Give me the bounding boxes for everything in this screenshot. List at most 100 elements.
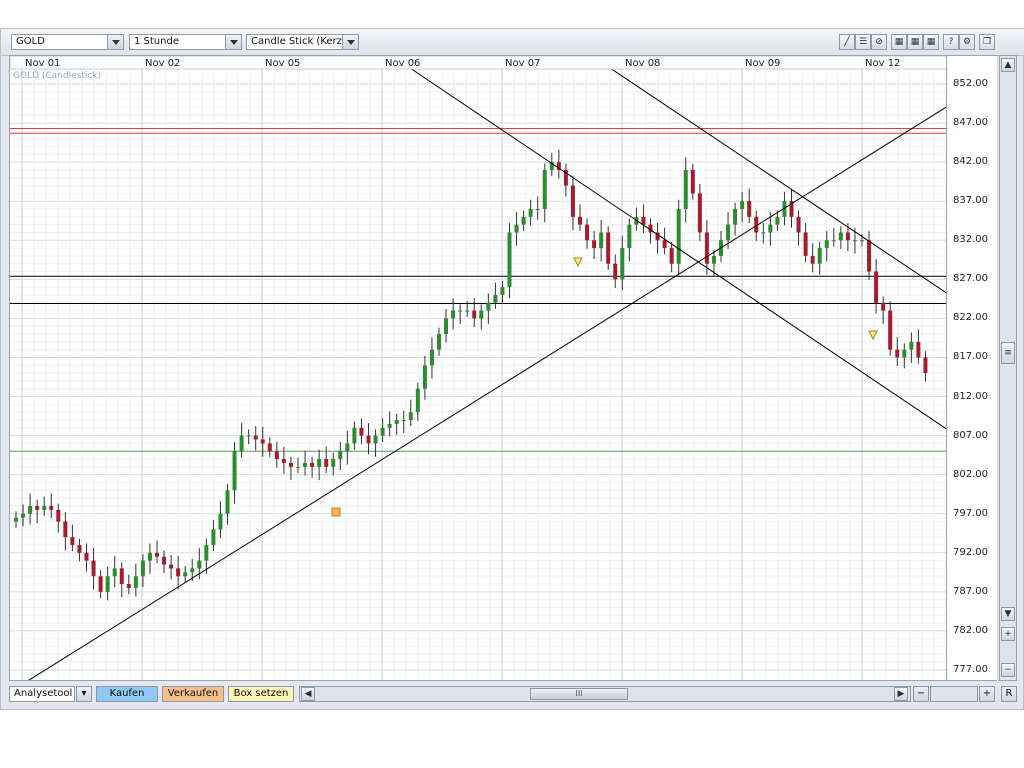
chart-plot-area[interactable]: GOLD (Candlestick) Nov 01 Nov 02 Nov 05 Nov… (9, 55, 947, 681)
candle-body (415, 388, 420, 413)
chevron-down-icon[interactable] (107, 35, 123, 49)
chart-legend: GOLD (Candlestick) (13, 71, 101, 81)
candle-body (676, 209, 681, 264)
symbol-select[interactable]: GOLD (11, 34, 124, 50)
candle-body (606, 232, 611, 264)
candle-body (592, 240, 597, 249)
chevron-down-icon[interactable]: ▾ (76, 686, 92, 702)
box-set-button[interactable]: Box setzen (228, 686, 294, 702)
candle-body (324, 459, 329, 467)
help-icon[interactable]: ? (943, 34, 959, 50)
candle-body (162, 556, 167, 565)
candle-body (486, 302, 491, 311)
candle-body (775, 216, 780, 225)
candle-body (338, 451, 343, 460)
chevron-down-icon[interactable] (225, 35, 241, 49)
buy-button[interactable]: Kaufen (96, 686, 158, 702)
y-tick-label: 822.00 (953, 312, 988, 324)
candle-body (274, 451, 279, 460)
candle-body (627, 224, 632, 249)
candle-body (211, 529, 216, 545)
zoom-out-icon[interactable]: − (1001, 663, 1015, 677)
candle-body (352, 427, 357, 444)
candlestick-chart[interactable]: GOLD (Candlestick) Nov 01 Nov 02 Nov 05 Nov… (10, 56, 947, 681)
candle-body (260, 439, 265, 444)
candle-body (204, 544, 209, 561)
candle-body (84, 552, 89, 561)
scroll-thumb[interactable]: ≡ (1001, 342, 1015, 364)
grid-table-2-icon[interactable]: ▦ (907, 34, 923, 50)
candle-body (429, 349, 434, 366)
candle-body (331, 459, 336, 467)
candle-body (77, 544, 82, 553)
candle-body (380, 427, 385, 436)
candle-body (507, 232, 512, 288)
menu-lines-icon[interactable]: ☰ (855, 34, 871, 50)
candle-body (387, 423, 392, 428)
candle-body (112, 568, 117, 577)
candle-body (155, 552, 159, 557)
chart-type-select[interactable]: Candle Stick (Kerze (246, 34, 359, 50)
scroll-right-icon[interactable]: ▶ (894, 687, 908, 701)
scroll-down-icon[interactable]: ▼ (1001, 607, 1015, 621)
zoom-out-button[interactable]: − (913, 686, 929, 702)
candle-body (105, 576, 110, 592)
candle-body (119, 568, 124, 585)
trend-line-support[interactable] (26, 106, 947, 681)
candle-body (408, 412, 413, 420)
pen-crossed-icon[interactable]: ⊘ (871, 34, 887, 50)
grid-table-icon[interactable]: ▦ (891, 34, 907, 50)
candle-body (909, 341, 914, 350)
chevron-down-icon[interactable] (342, 35, 358, 49)
trend-line-upper-1[interactable] (409, 67, 947, 430)
settings-icon[interactable]: ⚙ (959, 34, 975, 50)
candle-body (253, 435, 258, 440)
candle-body (648, 224, 653, 233)
candle-body (303, 462, 308, 467)
candle-body (126, 584, 131, 588)
zoom-slider[interactable] (930, 686, 978, 702)
candle-body (570, 185, 575, 217)
candle-body (70, 537, 75, 545)
sell-button[interactable]: Verkaufen (162, 686, 224, 702)
trend-line-upper-2[interactable] (609, 67, 947, 294)
box-marker[interactable] (331, 507, 341, 517)
candle-body (472, 310, 477, 319)
restore-window-icon[interactable]: ❐ (979, 34, 995, 50)
interval-select[interactable]: 1 Stunde (129, 34, 242, 50)
candle-body (895, 349, 900, 358)
candle-body (281, 459, 286, 463)
vertical-zoom-scrollbar[interactable]: ▲ ≡ ▼ + − (999, 55, 1017, 681)
candle-body (366, 435, 371, 444)
candle-body (733, 209, 738, 225)
candle-body (916, 341, 921, 358)
candle-body (796, 216, 801, 233)
zoom-in-icon[interactable]: + (1001, 627, 1015, 641)
scroll-up-icon[interactable]: ▲ (1001, 58, 1015, 72)
interval-value: 1 Stunde (134, 36, 179, 47)
candle-body (740, 201, 745, 210)
zoom-in-button[interactable]: + (979, 686, 995, 702)
candle-body (599, 232, 604, 249)
candle-body (169, 564, 174, 569)
y-tick-label: 782.00 (953, 624, 988, 636)
y-tick-label: 812.00 (953, 390, 988, 402)
scroll-left-icon[interactable]: ◀ (301, 687, 315, 701)
candle-body (888, 310, 893, 350)
sell-signal-marker-2[interactable] (868, 330, 878, 341)
horizontal-scroll-thumb[interactable]: III (530, 688, 628, 700)
candle-body (246, 435, 251, 437)
x-tick-label: Nov 01 (25, 58, 60, 69)
reset-button[interactable]: R (1001, 686, 1017, 702)
candle-body (578, 216, 582, 225)
grid-table-3-icon[interactable]: ▦ (923, 34, 939, 50)
candle-body (56, 509, 61, 522)
candle-body (881, 302, 886, 311)
y-tick-label: 817.00 (953, 351, 988, 363)
sell-signal-marker[interactable] (573, 257, 583, 268)
analysis-tool-select[interactable]: Analysetool (9, 686, 75, 702)
draw-line-icon[interactable]: ╱ (839, 34, 855, 50)
horizontal-scrollbar[interactable]: ◀ III ▶ (299, 686, 911, 702)
x-tick-label: Nov 07 (505, 58, 540, 69)
bottom-bar: Analysetool ▾ Kaufen Verkaufen Box setze… (1, 683, 1024, 707)
